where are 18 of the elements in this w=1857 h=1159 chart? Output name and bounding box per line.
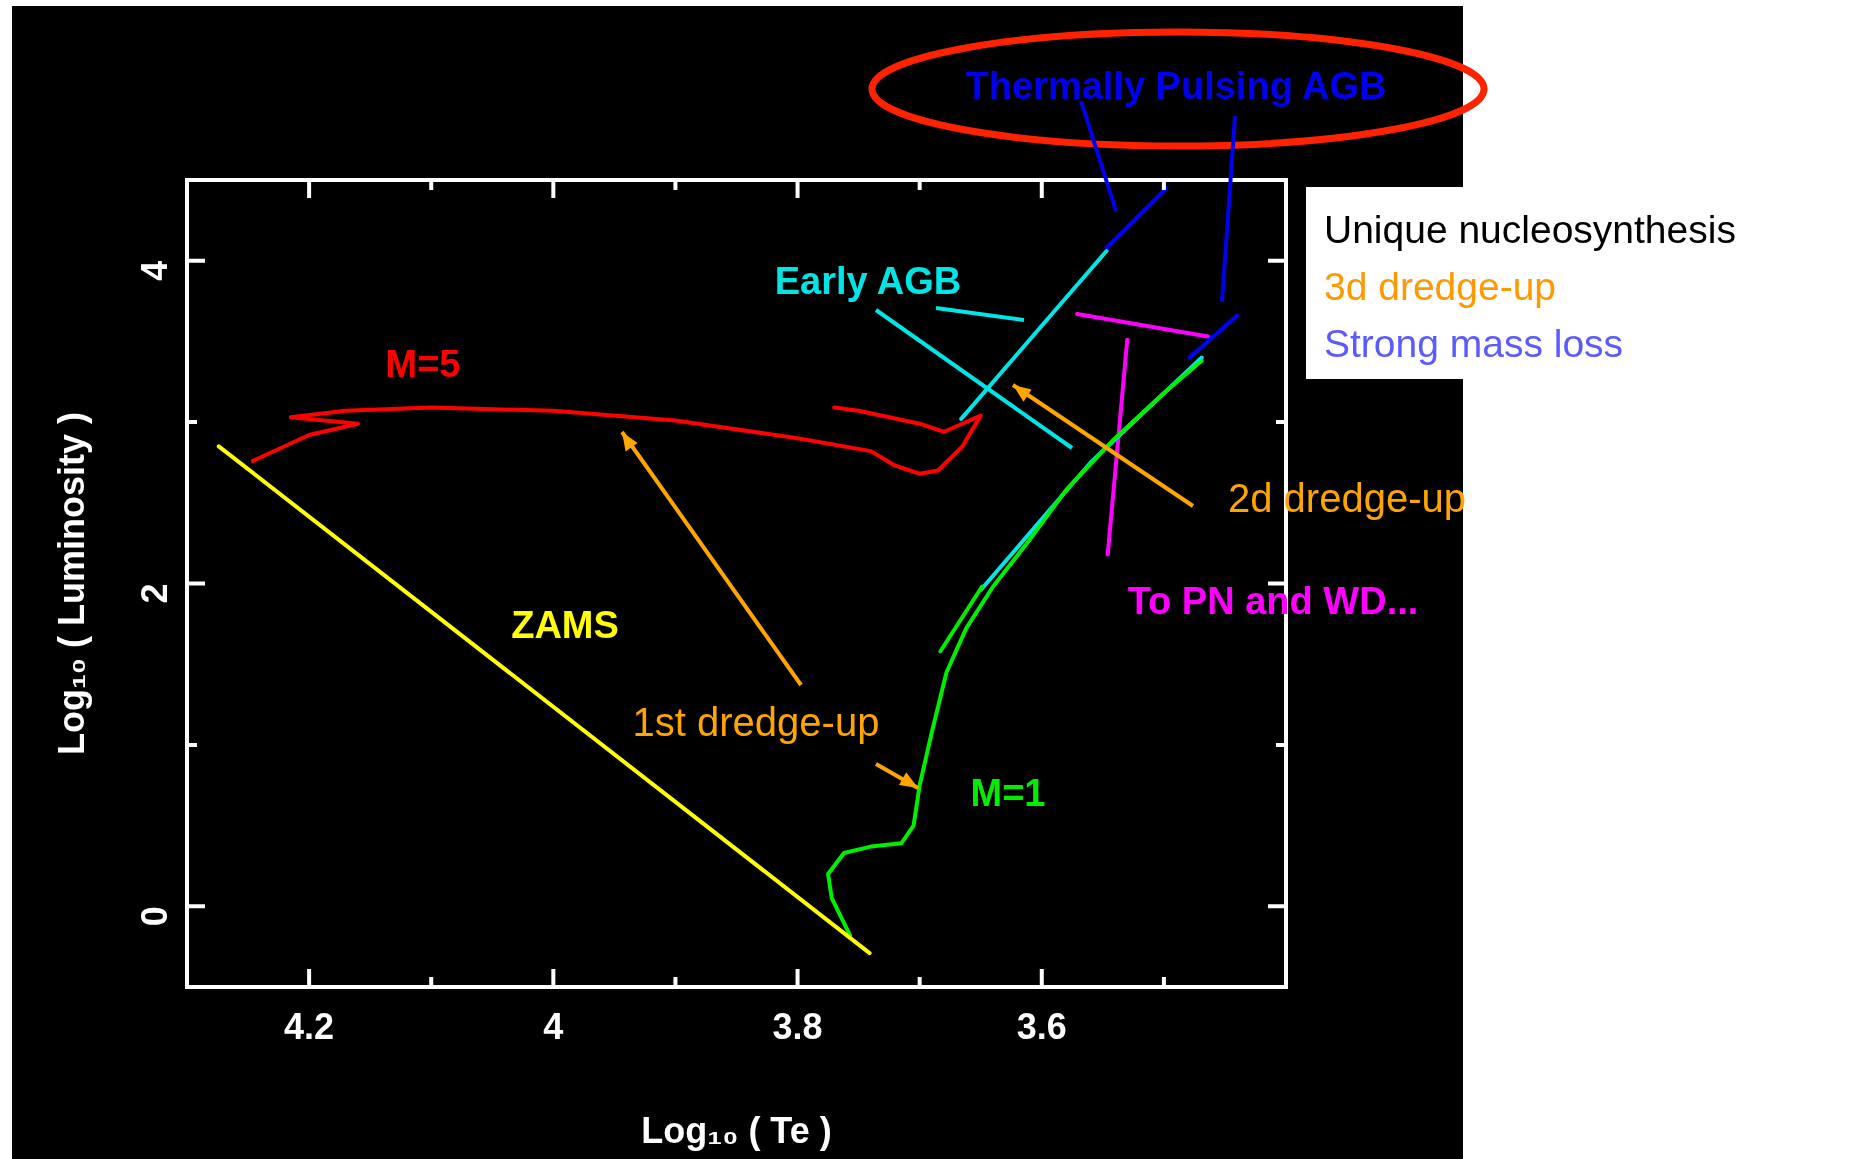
x-tick-label: 4 [543, 1005, 564, 1047]
y-tick-label: 0 [133, 906, 175, 927]
text: Unique nucleosynthesis [1324, 207, 1737, 253]
series-label: M=1 [970, 772, 1046, 815]
annotation: Early AGB [774, 260, 962, 303]
x-tick-label: 3.8 [772, 1005, 823, 1047]
series-label: M=5 [385, 343, 461, 386]
x-tick-label: 3.6 [1016, 1005, 1067, 1047]
annotation: 1st dredge-up [632, 700, 880, 745]
y-tick-label: 4 [133, 260, 175, 281]
y-tick-label: 2 [133, 583, 175, 604]
y-axis-title: Log₁₀ ( Luminosity ) [50, 411, 92, 756]
text: 3d dredge-up [1324, 264, 1558, 310]
x-tick-label: 4.2 [284, 1005, 335, 1047]
text: Thermally Pulsing AGB [965, 65, 1387, 108]
x-axis-title: Log₁₀ ( Te ) [641, 1110, 832, 1152]
series-label: ZAMS [511, 604, 619, 647]
text: Strong mass loss [1324, 321, 1625, 367]
